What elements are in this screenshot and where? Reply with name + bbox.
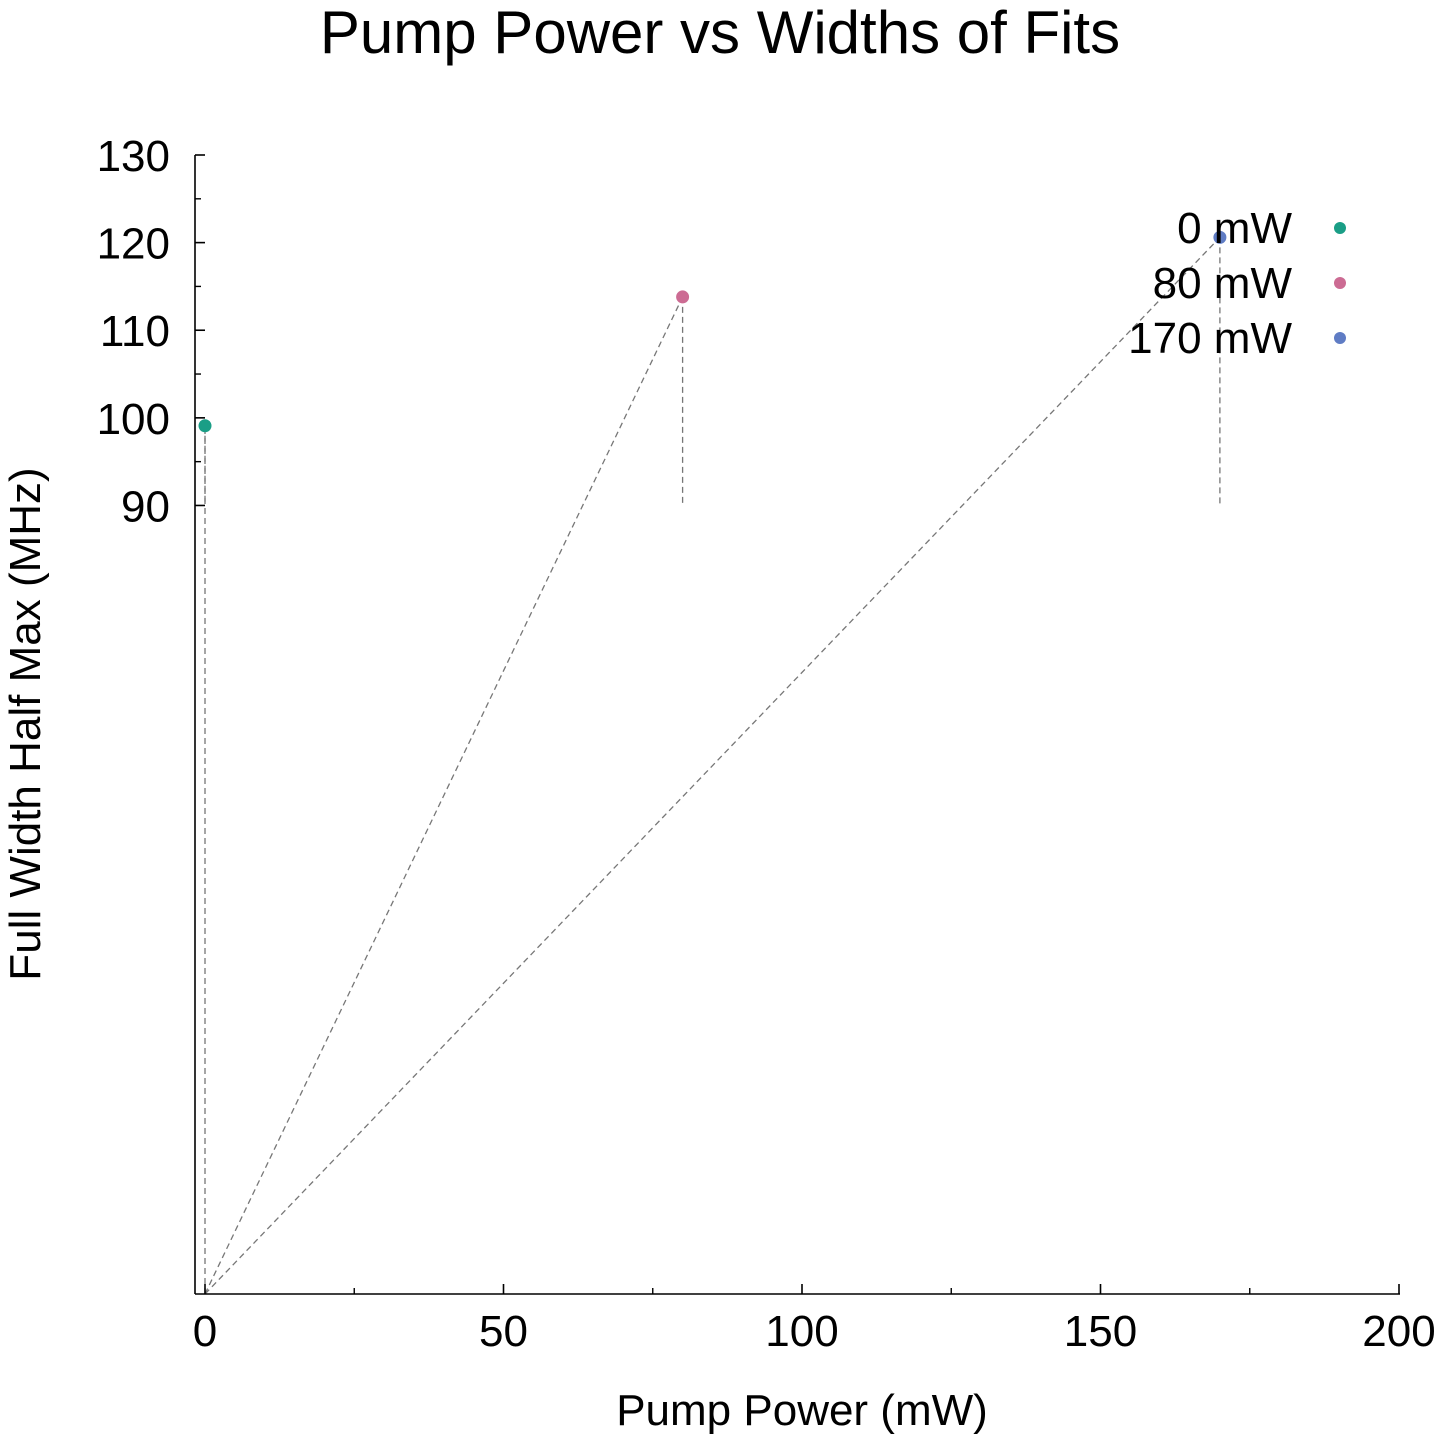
data-point [198,419,212,433]
data-point [1213,230,1227,244]
y-tick-label: 120 [97,220,170,269]
legend-label: 80 mW [1153,259,1293,308]
origin-connector-line [204,236,1221,1295]
origin-connector-line [204,296,684,1295]
data-points [198,230,1227,433]
x-tick-label: 200 [1362,1307,1435,1356]
data-point [676,290,690,304]
legend-marker [1334,332,1346,344]
legend: 0 mW 80 mW 170 mW [1128,204,1346,363]
axes: 90 100 110 120 130 0 50 100 150 200 [97,132,1436,1356]
y-tick-label: 100 [97,395,170,444]
x-tick-label: 100 [765,1307,838,1356]
x-tick-label: 150 [1064,1307,1137,1356]
y-axis-title: Full Width Half Max (MHz) [1,467,50,980]
y-tick-label: 110 [100,307,170,356]
legend-marker [1334,222,1346,234]
legend-marker [1334,277,1346,289]
x-tick-label: 0 [193,1307,217,1356]
legend-label: 170 mW [1128,314,1292,363]
legend-label: 0 mW [1177,204,1292,253]
y-tick-label: 90 [121,482,170,531]
connector-lines [204,236,1221,1295]
x-axis-title: Pump Power (mW) [616,1386,988,1435]
x-tick-label: 50 [479,1307,528,1356]
y-tick-label: 130 [97,132,170,181]
chart-title: Pump Power vs Widths of Fits [320,0,1120,66]
